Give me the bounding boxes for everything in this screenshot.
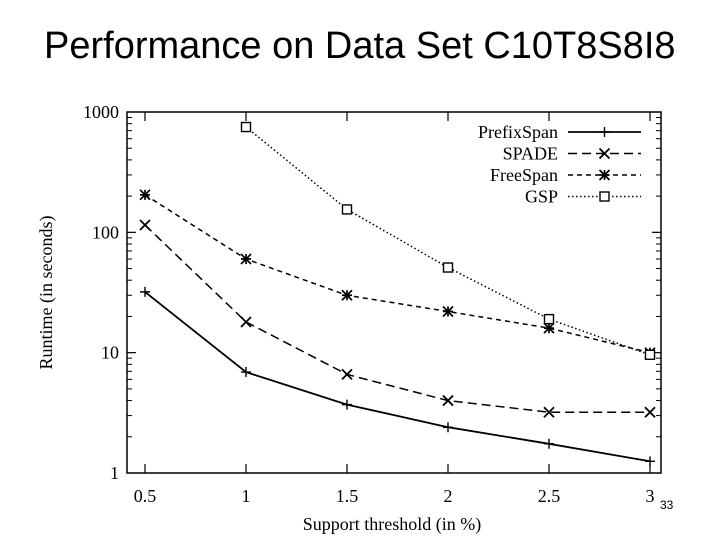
y-tick-label: 1 — [110, 463, 119, 483]
page-number: 33 — [660, 498, 674, 512]
data-point-spade — [644, 406, 656, 418]
plot-frame — [126, 111, 662, 474]
x-tick-label: 0.5 — [134, 486, 157, 506]
data-point-gsp — [644, 349, 656, 361]
data-point-prefixspan — [140, 286, 150, 297]
data-point-prefixspan — [241, 367, 251, 378]
legend-label: FreeSpan — [490, 165, 558, 185]
legend-marker — [599, 127, 610, 137]
data-point-freespan — [139, 189, 151, 201]
data-point-freespan — [341, 289, 353, 301]
x-axis-label: Support threshold (in %) — [303, 514, 481, 535]
legend-marker — [599, 191, 610, 202]
x-tick-label: 2.5 — [538, 486, 561, 506]
legend-label: PrefixSpan — [478, 122, 558, 142]
legend-marker — [598, 147, 611, 160]
data-point-freespan — [442, 305, 454, 318]
data-point-spade — [240, 316, 252, 328]
series-line-prefixspan — [144, 291, 651, 463]
data-point-freespan — [543, 322, 555, 334]
x-tick-label: 1 — [242, 486, 251, 506]
series-line-freespan — [144, 194, 651, 354]
legend-label: SPADE — [503, 144, 558, 164]
data-point-spade — [442, 394, 454, 407]
data-point-spade — [139, 219, 151, 231]
data-point-gsp — [240, 121, 252, 133]
legend-label: GSP — [525, 187, 558, 207]
x-tick-label: 2 — [444, 486, 453, 506]
data-point-gsp — [442, 262, 454, 273]
y-tick-label: 100 — [92, 222, 119, 242]
data-point-spade — [341, 368, 353, 381]
y-axis-label: Runtime (in seconds) — [36, 216, 57, 370]
y-tick-label: 1000 — [83, 102, 119, 122]
data-point-prefixspan — [342, 399, 352, 410]
x-tick-label: 3 — [646, 486, 655, 506]
data-point-prefixspan — [544, 438, 554, 449]
series-line-spade — [144, 224, 650, 413]
data-point-freespan — [240, 253, 252, 265]
data-point-prefixspan — [443, 422, 453, 433]
data-point-spade — [543, 406, 555, 418]
x-tick-label: 1.5 — [336, 486, 359, 506]
data-point-prefixspan — [645, 456, 655, 467]
data-point-gsp — [341, 204, 353, 215]
data-point-gsp — [543, 313, 555, 325]
y-tick-label: 10 — [101, 343, 119, 363]
legend-marker — [598, 169, 611, 181]
slide-title: Performance on Data Set C10T8S8I8 — [44, 25, 676, 67]
